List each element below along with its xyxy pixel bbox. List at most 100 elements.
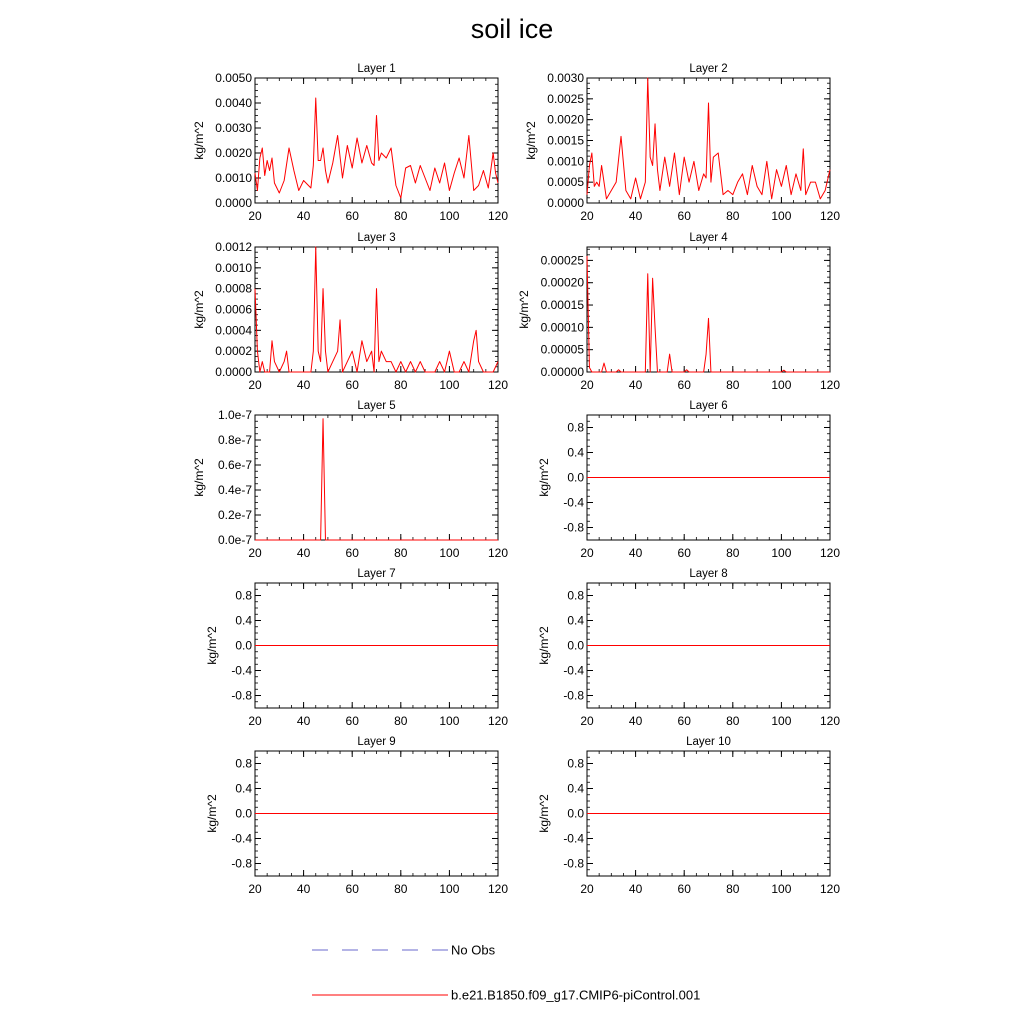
x-tick-label: 120	[488, 209, 508, 223]
series-line-model	[254, 97, 499, 199]
plot-frame	[254, 246, 499, 373]
chart-panel-5: Layer 5 20 40 60 80 100 120 0.0e-7 0.2e-7 0.4e-7 0…	[192, 400, 509, 560]
x-tick-label: 20	[580, 209, 594, 223]
x-tick-label: 60	[346, 546, 360, 560]
y-tick-label: 0.4	[567, 614, 584, 628]
chart-panel-9: Layer 9 20 40 60 80 100 120 -0.8 -0.4 0.0 0.4 0.8 kg…	[205, 736, 508, 896]
series-line-model	[586, 77, 831, 200]
x-tick-label: 40	[297, 714, 311, 728]
y-tick-label: -0.8	[563, 521, 584, 535]
chart-panel-1: Layer 1 20 40 60 80 100 120 0.0000 0.0010 0.0020 0…	[192, 63, 509, 223]
y-tick-label: 0.4	[235, 614, 252, 628]
series-line-model	[254, 246, 499, 373]
y-tick-label: 0.2e-7	[218, 508, 252, 522]
x-tick-label: 100	[439, 714, 459, 728]
x-tick-label: 40	[629, 546, 643, 560]
x-tick-label: 40	[297, 378, 311, 392]
y-tick-label: 0.0	[567, 471, 584, 485]
x-tick-label: 100	[771, 209, 791, 223]
x-tick-label: 80	[394, 714, 408, 728]
y-tick-label: 0.00010	[541, 320, 585, 334]
x-tick-label: 120	[820, 378, 840, 392]
y-tick-label: 0.0000	[215, 196, 252, 210]
y-tick-label: 0.0030	[215, 121, 252, 135]
x-tick-label: 60	[678, 546, 692, 560]
x-tick-label: 120	[488, 546, 508, 560]
y-tick-label: 0.8	[567, 757, 584, 771]
y-tick-label: 0.0005	[547, 175, 584, 189]
x-tick-label: 80	[394, 378, 408, 392]
y-tick-label: 0.0008	[215, 282, 252, 296]
panel-title: Layer 6	[689, 400, 727, 412]
x-tick-label: 60	[346, 209, 360, 223]
x-tick-label: 80	[726, 714, 740, 728]
chart-panel-6: Layer 6 20 40 60 80 100 120 -0.8 -0.4 0.0 0.4 0.8 kg…	[537, 400, 840, 560]
y-tick-label: 0.0e-7	[218, 533, 252, 547]
y-tick-label: -0.4	[563, 832, 584, 846]
chart-panel-7: Layer 7 20 40 60 80 100 120 -0.8 -0.4 0.0 0.4 0.8 kg…	[205, 568, 508, 728]
y-axis-label: kg/m^2	[537, 794, 551, 833]
x-tick-label: 60	[678, 714, 692, 728]
y-tick-label: 1.0e-7	[218, 408, 252, 422]
plot-frame	[586, 246, 831, 373]
plot-frame	[254, 414, 499, 541]
x-tick-label: 40	[297, 209, 311, 223]
chart-panel-10: Layer 10 20 40 60 80 100 120 -0.8 -0.4 0.0 0.4 0.8 k…	[537, 736, 840, 896]
x-tick-label: 80	[394, 546, 408, 560]
chart-panel-2: Layer 2 20 40 60 80 100 120 0.0000 0.0005 0.0010 0…	[524, 63, 841, 223]
y-tick-label: 0.00025	[541, 253, 585, 267]
y-tick-label: 0.0040	[215, 96, 252, 110]
x-tick-label: 100	[771, 882, 791, 896]
y-tick-label: 0.00005	[541, 343, 585, 357]
chart-panel-8: Layer 8 20 40 60 80 100 120 -0.8 -0.4 0.0 0.4 0.8 kg…	[537, 568, 840, 728]
y-tick-label: 0.0015	[547, 134, 584, 148]
panel-title: Layer 3	[357, 232, 395, 244]
y-axis-label: kg/m^2	[192, 458, 206, 497]
y-tick-label: 0.4	[235, 782, 252, 796]
x-tick-label: 80	[726, 882, 740, 896]
panel-title: Layer 10	[686, 736, 731, 748]
x-tick-label: 120	[820, 546, 840, 560]
x-tick-label: 80	[726, 546, 740, 560]
y-tick-label: 0.0050	[215, 71, 252, 85]
x-tick-label: 60	[678, 378, 692, 392]
panel-title: Layer 7	[357, 568, 395, 580]
y-axis-label: kg/m^2	[192, 121, 206, 160]
y-tick-label: 0.0	[235, 639, 252, 653]
y-tick-label: 0.00000	[541, 365, 585, 379]
y-tick-label: -0.4	[563, 664, 584, 678]
y-tick-label: -0.8	[231, 689, 252, 703]
y-tick-label: 0.0	[567, 639, 584, 653]
x-tick-label: 120	[820, 714, 840, 728]
x-tick-label: 80	[394, 209, 408, 223]
x-tick-label: 40	[297, 546, 311, 560]
y-tick-label: 0.8	[567, 589, 584, 603]
legend-label-obs: No Obs	[451, 943, 496, 958]
x-tick-label: 100	[771, 378, 791, 392]
y-tick-label: -0.8	[563, 857, 584, 871]
y-tick-label: 0.0010	[215, 171, 252, 185]
y-tick-label: -0.4	[563, 496, 584, 510]
y-axis-label: kg/m^2	[537, 626, 551, 665]
y-tick-label: 0.8e-7	[218, 433, 252, 447]
panel-title: Layer 4	[689, 232, 728, 244]
x-tick-label: 60	[346, 714, 360, 728]
legend-label-model: b.e21.B1850.f09_g17.CMIP6-piControl.001	[451, 988, 700, 1003]
plot-frame	[254, 77, 499, 204]
x-tick-label: 80	[726, 378, 740, 392]
x-tick-label: 40	[629, 882, 643, 896]
y-tick-label: 0.0000	[547, 196, 584, 210]
y-tick-label: 0.00015	[541, 298, 585, 312]
x-tick-label: 40	[629, 378, 643, 392]
y-tick-label: -0.8	[563, 689, 584, 703]
x-tick-label: 60	[346, 378, 360, 392]
y-axis-label: kg/m^2	[205, 794, 219, 833]
x-tick-label: 20	[248, 546, 262, 560]
panel-title: Layer 8	[689, 568, 727, 580]
x-tick-label: 120	[488, 882, 508, 896]
y-tick-label: -0.4	[231, 664, 252, 678]
y-tick-label: 0.0020	[215, 146, 252, 160]
y-tick-label: 0.00020	[541, 276, 585, 290]
x-tick-label: 100	[771, 546, 791, 560]
x-tick-label: 40	[629, 714, 643, 728]
